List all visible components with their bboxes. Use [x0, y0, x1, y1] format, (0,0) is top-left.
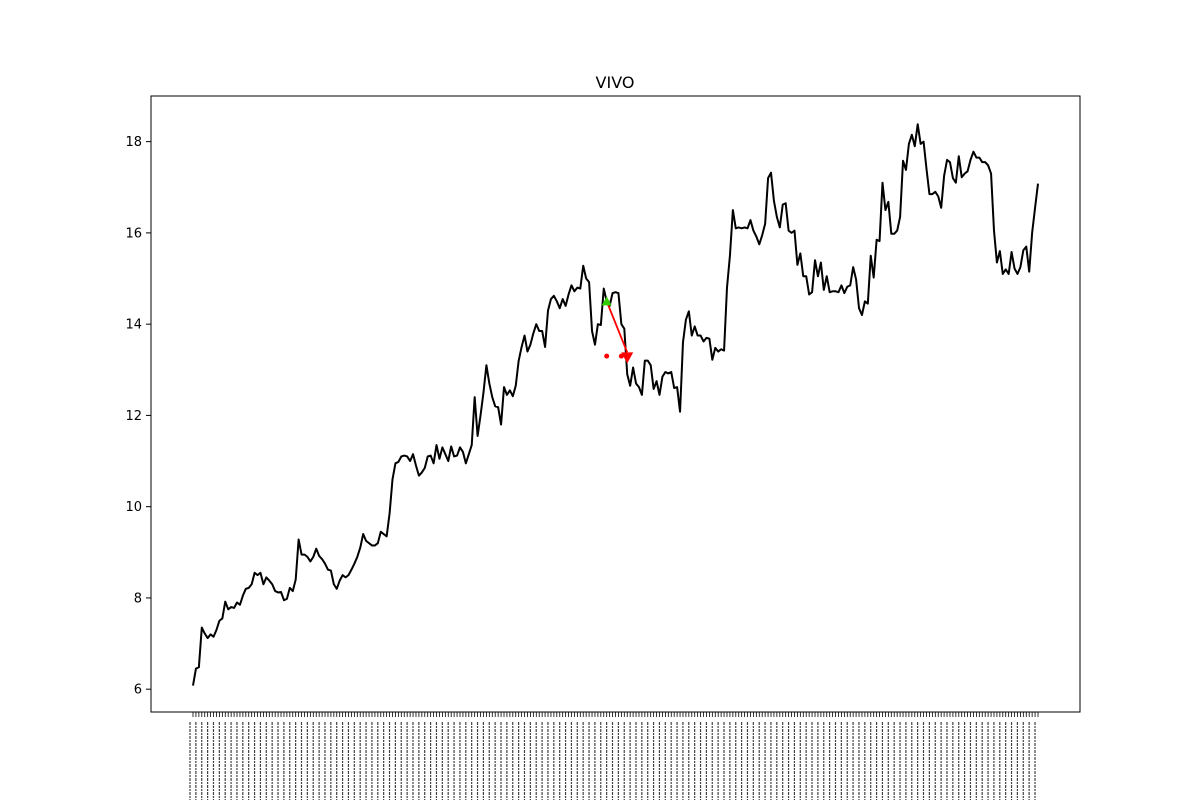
y-axis: 6 8 10 12 14 16 18 — [125, 135, 151, 698]
exit-marker — [621, 352, 634, 364]
series-line — [192, 123, 1039, 686]
x-axis — [189, 712, 1039, 800]
y-tick-label: 14 — [125, 318, 142, 333]
y-tick-label: 16 — [125, 226, 142, 241]
y-tick-label: 10 — [125, 500, 142, 515]
y-tick-label: 12 — [125, 409, 142, 424]
entry-marker — [601, 296, 612, 306]
annotation-layer — [601, 296, 634, 364]
y-tick-label: 6 — [134, 683, 142, 698]
signal-dot — [618, 353, 624, 359]
y-tick-label: 8 — [134, 591, 142, 606]
chart-title: VIVO — [596, 73, 635, 92]
trade-arrow — [605, 300, 629, 353]
y-tick-label: 18 — [125, 135, 142, 150]
x-tick-label-band — [189, 722, 1036, 800]
signal-dot — [604, 353, 610, 359]
plot-area — [150, 95, 1081, 713]
series-layer — [192, 123, 1039, 686]
